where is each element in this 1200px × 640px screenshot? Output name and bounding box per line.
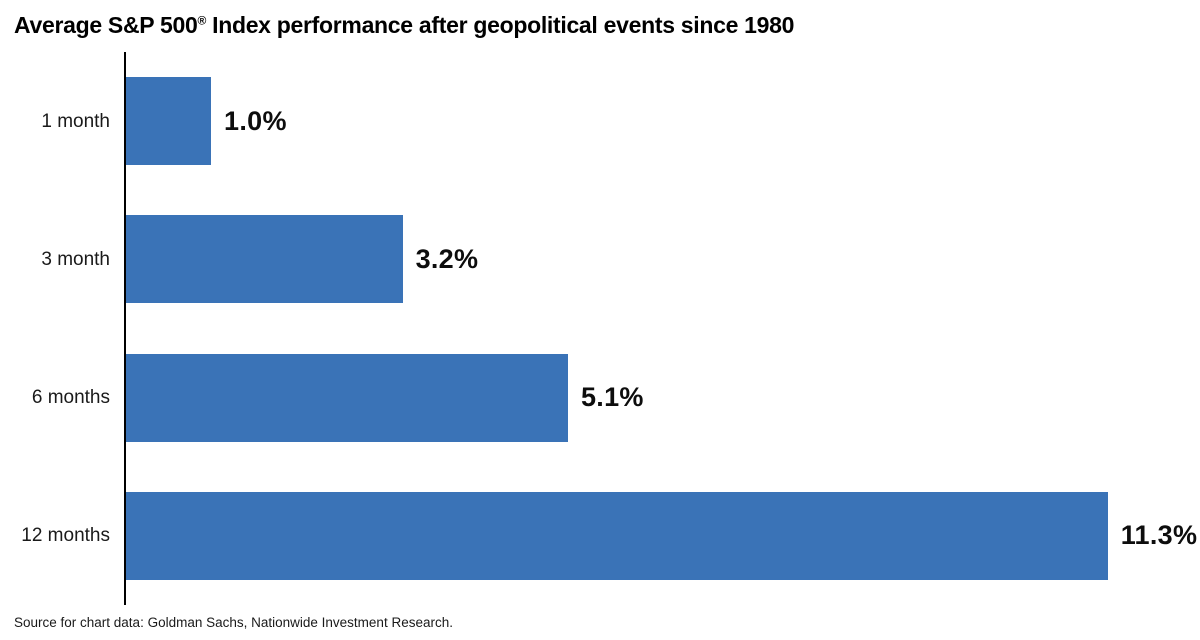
bar [124,215,403,304]
bar-row: 3 month 3.2% [0,190,1200,328]
value-label: 3.2% [415,243,479,274]
bar-rows: 1 month 1.0% 3 month 3.2% 6 months 5.1% … [0,52,1200,605]
bar-track: 1.0% [124,77,1200,166]
title-text-post: Index performance after geopolitical eve… [206,12,795,38]
y-axis-line [124,52,126,605]
category-label: 3 month [41,248,110,270]
title-text-pre: Average S&P 500 [14,12,198,38]
value-label: 11.3% [1120,520,1198,551]
bar [124,491,1108,580]
bar-row: 12 months 11.3% [0,467,1200,605]
category-label: 6 months [31,387,110,409]
bar-track: 11.3% [124,491,1200,580]
bar-row: 6 months 5.1% [0,329,1200,467]
source-note: Source for chart data: Goldman Sachs, Na… [14,615,453,630]
value-label: 1.0% [224,105,287,136]
bar-track: 3.2% [124,215,1200,304]
value-label: 5.1% [580,382,644,413]
category-label: 12 months [21,525,110,547]
bar-track: 5.1% [124,353,1200,442]
bar [124,353,568,442]
page-title: Average S&P 500® Index performance after… [14,11,1200,39]
category-label: 1 month [41,110,110,132]
registered-trademark-mark: ® [197,13,207,28]
bar-row: 1 month 1.0% [0,52,1200,190]
bar-chart: 1 month 1.0% 3 month 3.2% 6 months 5.1% … [0,52,1200,605]
bar [124,77,212,166]
